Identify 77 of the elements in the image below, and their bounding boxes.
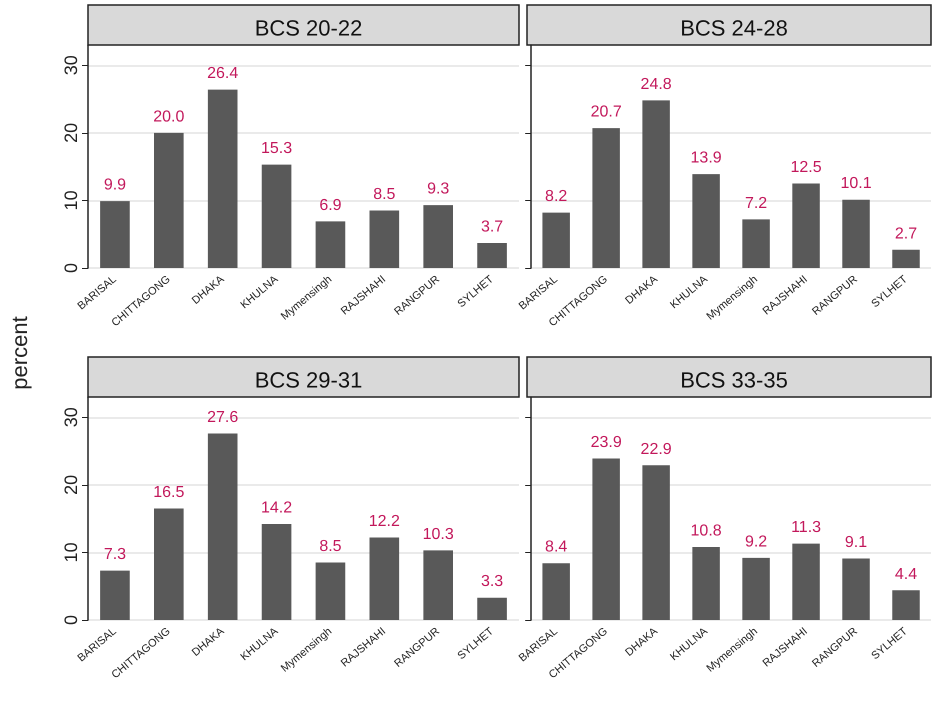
bar	[592, 128, 620, 268]
chart-title: BCS 33-35	[680, 368, 788, 392]
data-label: 13.9	[690, 150, 722, 167]
bar	[692, 547, 720, 620]
data-label: 9.1	[844, 534, 868, 552]
bar	[369, 210, 400, 268]
data-label: 12.2	[368, 513, 400, 530]
bar	[592, 458, 620, 620]
bar	[542, 212, 570, 268]
bar	[892, 250, 920, 268]
bar	[842, 558, 870, 620]
bar	[154, 132, 184, 268]
data-label: 8.5	[373, 186, 396, 204]
bar	[369, 538, 400, 620]
bar	[542, 563, 570, 620]
bar	[742, 558, 770, 620]
data-label: 23.9	[590, 434, 622, 451]
bar	[842, 200, 870, 268]
bar	[742, 219, 770, 268]
bar	[692, 174, 720, 268]
data-label: 10.8	[690, 522, 722, 540]
data-label: 15.3	[260, 140, 292, 158]
data-label: 7.3	[104, 546, 126, 564]
y-tick-label: 10	[61, 190, 81, 210]
bar	[100, 201, 130, 268]
data-label: 16.5	[153, 484, 184, 501]
data-label: 8.2	[545, 188, 568, 206]
data-label: 2.7	[894, 225, 918, 242]
bar	[892, 590, 920, 620]
data-label: 4.4	[894, 566, 918, 583]
data-label: 26.4	[207, 65, 238, 82]
data-label: 6.9	[319, 196, 342, 214]
data-label: 9.2	[744, 533, 768, 550]
data-label: 8.5	[319, 538, 342, 556]
bar	[423, 550, 454, 620]
bar	[477, 598, 507, 620]
bar	[262, 164, 292, 268]
data-label: 27.6	[207, 408, 238, 426]
data-label: 20.7	[590, 104, 622, 121]
data-label: 9.9	[104, 176, 126, 194]
bar	[792, 544, 820, 620]
chart-title: BCS 20-22	[254, 16, 362, 40]
bar	[423, 205, 454, 268]
bar	[262, 524, 292, 620]
data-label: 3.3	[480, 573, 504, 590]
bar	[100, 570, 130, 620]
data-label: 3.7	[480, 218, 504, 236]
chart-title: BCS 29-31	[254, 368, 362, 392]
bar	[316, 221, 346, 268]
y-tick-label: 0	[61, 262, 81, 274]
data-label: 14.2	[260, 500, 292, 517]
y-tick-label: 10	[61, 542, 81, 562]
bar	[316, 562, 346, 620]
bar	[642, 100, 670, 268]
y-tick-label: 30	[61, 55, 81, 76]
bar	[642, 465, 670, 620]
bar	[154, 508, 184, 620]
data-label: 20.0	[153, 108, 184, 126]
bar	[477, 242, 507, 268]
data-label: 11.3	[791, 519, 822, 536]
data-label: 9.3	[427, 180, 450, 198]
y-tick-label: 20	[61, 474, 81, 495]
data-label: 10.3	[422, 526, 454, 543]
chart-title: BCS 24-28	[680, 16, 788, 40]
bar	[792, 184, 820, 268]
data-label: 7.2	[744, 194, 768, 212]
y-axis-title: percent	[7, 315, 33, 392]
bar	[208, 90, 238, 268]
data-label: 22.9	[640, 440, 672, 458]
data-label: 12.5	[790, 159, 822, 176]
y-tick-label: 0	[61, 614, 81, 626]
data-label: 10.1	[840, 175, 872, 192]
bar	[208, 433, 238, 620]
y-tick-label: 20	[61, 122, 81, 143]
y-tick-label: 30	[61, 407, 81, 428]
data-label: 24.8	[640, 76, 672, 93]
data-label: 8.4	[545, 538, 568, 556]
